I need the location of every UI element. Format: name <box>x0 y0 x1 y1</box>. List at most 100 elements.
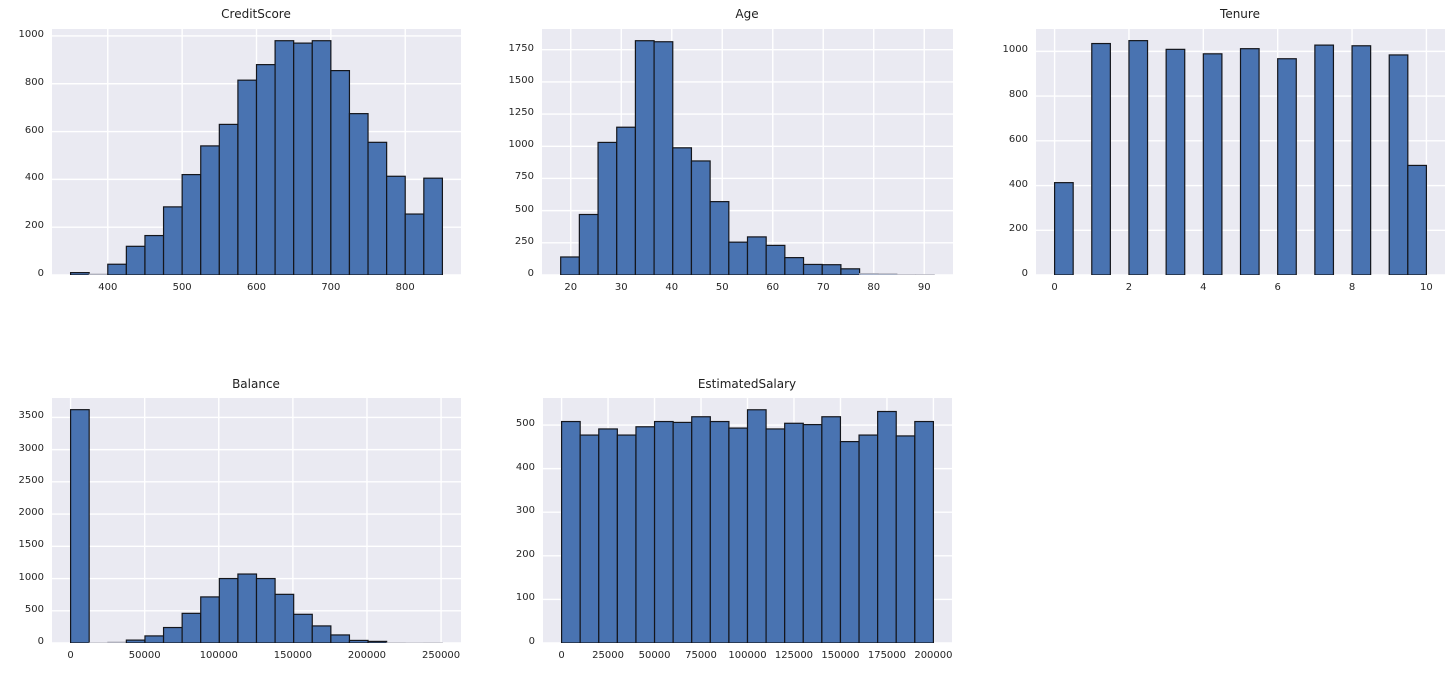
histogram-bar <box>746 409 767 643</box>
histogram-bar <box>709 420 730 643</box>
x-tick-label: 75000 <box>685 650 717 661</box>
y-tick-label: 1000 <box>18 28 44 40</box>
x-tick-label: 200000 <box>914 650 953 661</box>
plot-area <box>52 29 461 275</box>
y-tick-label: 400 <box>1008 178 1028 190</box>
histogram-bar <box>895 435 916 643</box>
histogram-bar <box>728 427 749 643</box>
x-tick-label: 600 <box>246 282 267 293</box>
histogram-bar <box>821 416 842 643</box>
y-tick-label: 600 <box>1008 133 1028 145</box>
y-tick-label: 500 <box>24 603 44 615</box>
x-tick-label: 0 <box>67 650 74 661</box>
y-tick-label: 1500 <box>18 539 44 551</box>
x-tick-label: 200000 <box>347 650 387 661</box>
histogram-svg <box>52 29 461 275</box>
histogram-bar <box>914 420 935 643</box>
x-tick-label: 4 <box>1200 282 1207 293</box>
y-tick-label: 400 <box>515 461 535 473</box>
histogram-svg <box>52 398 461 643</box>
histogram-svg <box>542 29 953 275</box>
y-tick-label: 200 <box>1008 223 1028 235</box>
x-tick-label: 700 <box>321 282 341 293</box>
x-tick-label: 400 <box>98 282 118 293</box>
y-tick-label: 400 <box>24 172 44 184</box>
plot-area <box>52 398 461 643</box>
x-tick-label: 6 <box>1274 282 1281 293</box>
chart-title: EstimatedSalary <box>697 377 797 391</box>
x-tick-label: 150000 <box>821 650 860 661</box>
histogram-svg <box>1036 29 1445 275</box>
histogram-bar <box>802 423 823 643</box>
chart-title: Age <box>735 7 759 21</box>
histogram-bar <box>877 410 897 643</box>
histogram-bar <box>1407 164 1428 275</box>
x-tick-label: 100000 <box>728 650 767 661</box>
x-tick-label: 150000 <box>273 650 312 661</box>
y-tick-label: 800 <box>1008 89 1028 101</box>
x-tick-label: 90 <box>917 282 931 293</box>
x-tick-label: 70 <box>816 282 830 293</box>
x-tick-label: 25000 <box>592 650 624 661</box>
x-tick-label: 40 <box>665 282 679 293</box>
histogram-bar <box>765 428 786 643</box>
x-tick-label: 125000 <box>774 650 814 661</box>
x-tick-label: 0 <box>1051 282 1058 293</box>
x-tick-label: 8 <box>1348 282 1356 293</box>
y-tick-label: 2500 <box>18 474 44 486</box>
x-tick-label: 80 <box>867 282 881 293</box>
y-tick-label: 750 <box>514 171 534 183</box>
y-tick-label: 1500 <box>508 74 534 86</box>
y-tick-label: 500 <box>514 203 534 215</box>
y-tick-label: 250 <box>514 235 534 247</box>
y-tick-label: 200 <box>515 548 535 560</box>
histogram-bar <box>1239 48 1260 275</box>
x-tick-label: 50000 <box>128 650 161 661</box>
y-tick-label: 0 <box>37 636 44 647</box>
chart-title: CreditScore <box>221 7 291 21</box>
histogram-bar <box>840 268 861 275</box>
y-tick-label: 0 <box>528 636 535 647</box>
histogram-bar <box>858 434 879 643</box>
histogram-bar <box>69 409 90 643</box>
x-tick-label: 30 <box>614 282 628 293</box>
x-tick-label: 175000 <box>867 650 907 661</box>
x-tick-label: 20 <box>564 282 578 293</box>
chart-title: Tenure <box>1220 7 1260 21</box>
y-tick-label: 3000 <box>18 442 44 454</box>
plot-area <box>1036 29 1445 275</box>
y-tick-label: 200 <box>24 220 44 232</box>
y-tick-label: 3500 <box>18 410 44 422</box>
x-tick-label: 0 <box>558 650 565 661</box>
x-tick-label: 50 <box>715 282 729 293</box>
x-tick-label: 500 <box>172 282 192 293</box>
histogram-bar <box>635 426 656 643</box>
y-tick-label: 1000 <box>18 571 44 583</box>
y-tick-label: 1000 <box>508 139 534 151</box>
x-tick-label: 250000 <box>421 650 461 661</box>
y-tick-label: 0 <box>527 268 534 279</box>
y-tick-label: 1750 <box>508 42 534 54</box>
x-tick-label: 50000 <box>638 650 671 661</box>
x-tick-label: 100000 <box>199 650 238 661</box>
histogram-svg <box>543 398 952 643</box>
y-tick-label: 0 <box>1021 268 1028 279</box>
plot-area <box>543 398 952 643</box>
x-tick-label: 10 <box>1420 282 1433 293</box>
x-tick-label: 2 <box>1125 282 1133 293</box>
plot-area <box>542 29 953 275</box>
histogram-bar <box>784 422 804 643</box>
y-tick-label: 800 <box>24 76 44 88</box>
histogram-bar <box>598 428 618 643</box>
histogram-bar <box>672 421 693 643</box>
histogram-bar <box>691 416 711 643</box>
x-tick-label: 800 <box>395 282 415 293</box>
y-tick-label: 1000 <box>1002 44 1028 56</box>
x-tick-label: 60 <box>766 282 780 293</box>
histogram-bar <box>560 420 581 643</box>
y-tick-label: 2000 <box>18 507 44 519</box>
histogram-bar <box>579 434 600 643</box>
